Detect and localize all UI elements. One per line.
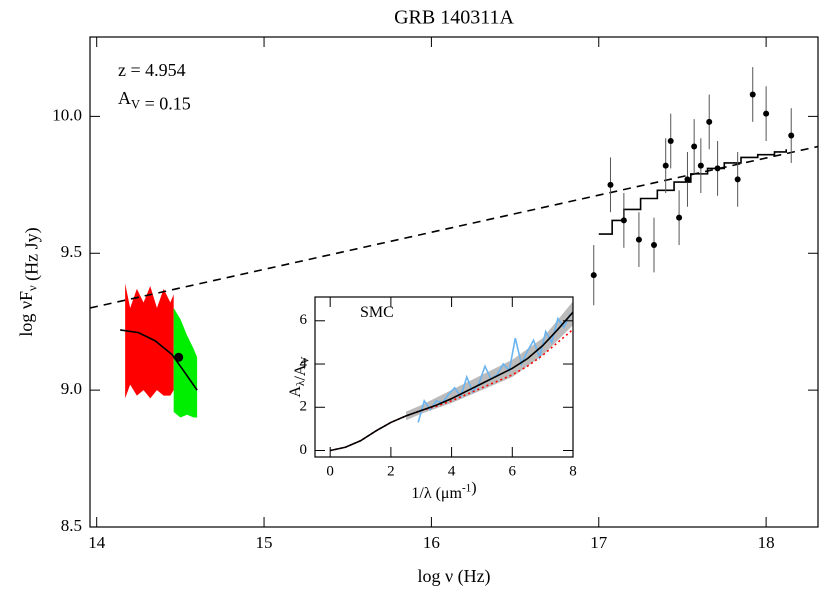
data-point (590, 272, 597, 279)
plot-series (90, 67, 818, 418)
data-point (650, 242, 657, 249)
subscript: V (131, 97, 140, 111)
superscript: -1 (462, 482, 471, 494)
text-part: /A (291, 364, 308, 380)
text-part: = 0.15 (140, 94, 191, 114)
y-tick-label: 6 (300, 312, 308, 328)
text-part: A (287, 386, 304, 398)
subscript: ν (25, 285, 39, 291)
y-axis-label: log νFν (Hz Jy) (16, 227, 42, 336)
data-point (697, 162, 704, 169)
x-tick-label: 8 (569, 463, 577, 479)
plot-area (315, 297, 573, 457)
spectrum-band (173, 308, 198, 418)
data-point (620, 217, 627, 224)
text-part: (Hz Jy) (22, 227, 43, 285)
x-axis-label: 1/λ (μm-1) (411, 479, 476, 502)
spectrum-band (125, 283, 174, 399)
plot-series (330, 301, 573, 452)
x-tick-label: 15 (256, 533, 273, 552)
annotation: AV = 0.15 (118, 88, 191, 113)
data-point (749, 91, 756, 98)
data-point (607, 181, 614, 188)
data-point (662, 162, 669, 169)
y-tick-label: 8.5 (61, 516, 82, 535)
x-tick-label: 18 (758, 533, 775, 552)
data-point (763, 110, 770, 117)
y-tick-label: 4 (300, 355, 308, 371)
data-point (691, 143, 698, 150)
y-tick-label: 9.5 (61, 242, 82, 261)
text-part: A (118, 88, 131, 108)
data-point (635, 236, 642, 243)
model-line (330, 328, 573, 452)
subscript: λ (294, 380, 306, 386)
y-tick-label: 0 (300, 442, 308, 458)
text-part: 1/λ (μm (411, 485, 462, 502)
data-point (684, 176, 691, 183)
x-tick-label: 4 (448, 463, 456, 479)
text-part: log νF (16, 291, 36, 337)
x-tick-label: 14 (88, 533, 106, 552)
x-axis-label: log ν (Hz) (417, 566, 490, 587)
data-point (788, 132, 795, 139)
subscript: V (299, 356, 311, 364)
y-tick-label: 10.0 (52, 105, 82, 124)
annotation: SMC (360, 304, 394, 321)
data-point (706, 118, 713, 125)
data-point (714, 165, 721, 172)
data-point (734, 176, 741, 183)
y-tick-label: 9.0 (61, 379, 82, 398)
annotation: z = 4.954 (118, 60, 186, 80)
x-tick-label: 0 (326, 463, 334, 479)
model-line (120, 329, 198, 391)
data-point (174, 352, 184, 362)
x-tick-label: 17 (590, 533, 608, 552)
plot-frame (314, 296, 574, 458)
plot-frame (89, 36, 819, 528)
data-point (667, 138, 674, 145)
x-tick-label: 6 (509, 463, 517, 479)
data-point (676, 214, 683, 221)
y-tick-label: 2 (300, 399, 308, 415)
text-part: z = 4.954 (118, 60, 186, 80)
y-axis-label: Aλ/AV (287, 356, 312, 397)
text-part: log ν (Hz) (417, 566, 490, 587)
chart-title: GRB 140311A (394, 7, 514, 29)
model-line (330, 311, 573, 452)
x-tick-label: 16 (423, 533, 440, 552)
text-part: SMC (360, 304, 394, 321)
text-part: ) (471, 479, 476, 496)
x-tick-label: 2 (387, 463, 395, 479)
